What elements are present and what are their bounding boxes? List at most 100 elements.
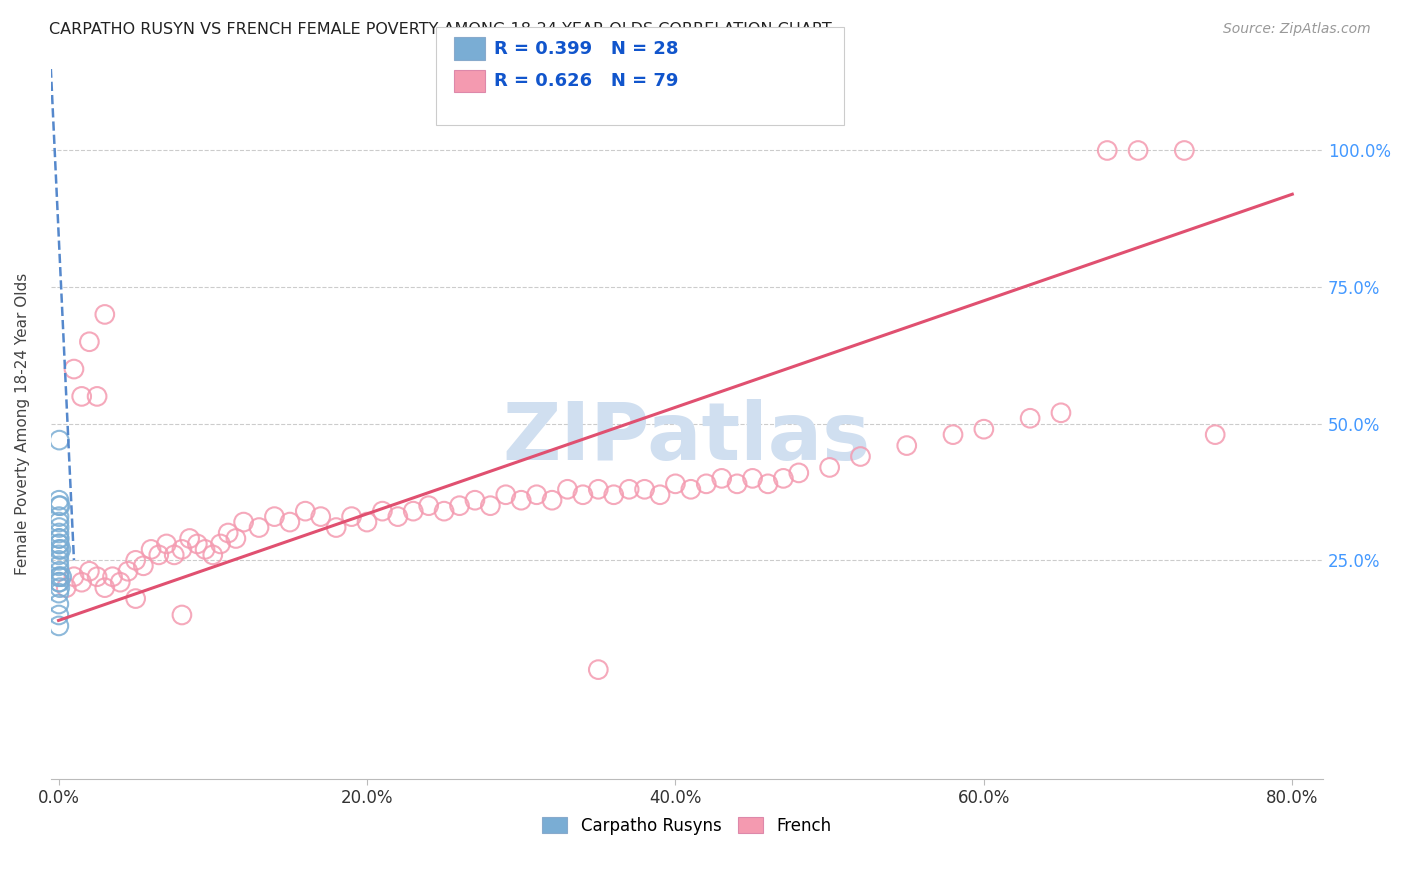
Point — [1173, 144, 1195, 158]
Point — [48, 597, 70, 611]
Point — [633, 483, 655, 497]
Point — [787, 466, 810, 480]
Point — [48, 575, 70, 590]
Point — [710, 471, 733, 485]
Point — [510, 493, 533, 508]
Point — [1050, 406, 1073, 420]
Point — [55, 581, 77, 595]
Point — [124, 553, 146, 567]
Point — [756, 476, 779, 491]
Point — [588, 663, 610, 677]
Point — [51, 570, 73, 584]
Point — [725, 476, 748, 491]
Point — [541, 493, 564, 508]
Point — [1097, 144, 1119, 158]
Point — [186, 537, 208, 551]
Point — [48, 558, 70, 573]
Point — [48, 433, 70, 447]
Point — [973, 422, 995, 436]
Point — [356, 515, 378, 529]
Point — [48, 520, 70, 534]
Point — [209, 537, 232, 551]
Point — [849, 450, 872, 464]
Point — [48, 515, 70, 529]
Point — [225, 532, 247, 546]
Point — [86, 570, 108, 584]
Point — [48, 526, 70, 541]
Point — [155, 537, 177, 551]
Point — [247, 520, 270, 534]
Point — [294, 504, 316, 518]
Point — [263, 509, 285, 524]
Point — [679, 483, 702, 497]
Point — [309, 509, 332, 524]
Point — [101, 570, 124, 584]
Point — [48, 493, 70, 508]
Point — [132, 558, 155, 573]
Point — [588, 483, 610, 497]
Point — [818, 460, 841, 475]
Point — [48, 509, 70, 524]
Point — [48, 553, 70, 567]
Point — [387, 509, 409, 524]
Point — [479, 499, 502, 513]
Point — [179, 532, 201, 546]
Point — [48, 570, 70, 584]
Point — [603, 488, 626, 502]
Point — [124, 591, 146, 606]
Point — [48, 607, 70, 622]
Point — [70, 575, 93, 590]
Point — [695, 476, 717, 491]
Text: R = 0.399   N = 28: R = 0.399 N = 28 — [494, 39, 678, 58]
Point — [418, 499, 440, 513]
Point — [325, 520, 347, 534]
Point — [896, 439, 918, 453]
Point — [48, 570, 70, 584]
Legend: Carpatho Rusyns, French: Carpatho Rusyns, French — [543, 816, 831, 835]
Point — [495, 488, 517, 502]
Point — [1126, 144, 1149, 158]
Text: ZIPatlas: ZIPatlas — [503, 399, 872, 477]
Point — [278, 515, 301, 529]
Point — [194, 542, 217, 557]
Point — [48, 542, 70, 557]
Point — [49, 499, 72, 513]
Point — [170, 607, 193, 622]
Text: CARPATHO RUSYN VS FRENCH FEMALE POVERTY AMONG 18-24 YEAR OLDS CORRELATION CHART: CARPATHO RUSYN VS FRENCH FEMALE POVERTY … — [49, 22, 832, 37]
Point — [79, 564, 101, 578]
Point — [1204, 427, 1226, 442]
Point — [117, 564, 139, 578]
Point — [79, 334, 101, 349]
Point — [48, 532, 70, 546]
Point — [63, 570, 86, 584]
Point — [772, 471, 794, 485]
Point — [648, 488, 671, 502]
Point — [48, 499, 70, 513]
Point — [572, 488, 595, 502]
Point — [664, 476, 686, 491]
Point — [139, 542, 162, 557]
Text: R = 0.626   N = 79: R = 0.626 N = 79 — [494, 71, 678, 90]
Point — [48, 619, 70, 633]
Point — [433, 504, 456, 518]
Point — [449, 499, 471, 513]
Point — [617, 483, 640, 497]
Point — [94, 307, 117, 321]
Point — [49, 542, 72, 557]
Point — [942, 427, 965, 442]
Point — [464, 493, 486, 508]
Point — [70, 389, 93, 403]
Point — [48, 586, 70, 600]
Y-axis label: Female Poverty Among 18-24 Year Olds: Female Poverty Among 18-24 Year Olds — [15, 273, 30, 574]
Point — [201, 548, 224, 562]
Point — [48, 548, 70, 562]
Point — [110, 575, 132, 590]
Point — [48, 537, 70, 551]
Point — [340, 509, 363, 524]
Point — [170, 542, 193, 557]
Point — [86, 389, 108, 403]
Point — [232, 515, 254, 529]
Point — [48, 575, 70, 590]
Point — [526, 488, 548, 502]
Point — [557, 483, 579, 497]
